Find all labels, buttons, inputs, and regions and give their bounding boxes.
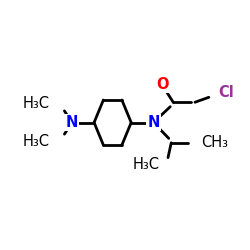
Text: H₃C: H₃C: [133, 157, 160, 172]
Text: Cl: Cl: [218, 85, 234, 100]
Text: H₃C: H₃C: [23, 96, 50, 111]
Text: O: O: [156, 77, 168, 92]
Text: CH₃: CH₃: [202, 135, 228, 150]
Text: N: N: [66, 115, 78, 130]
Text: N: N: [147, 115, 160, 130]
Text: H₃C: H₃C: [23, 134, 50, 149]
